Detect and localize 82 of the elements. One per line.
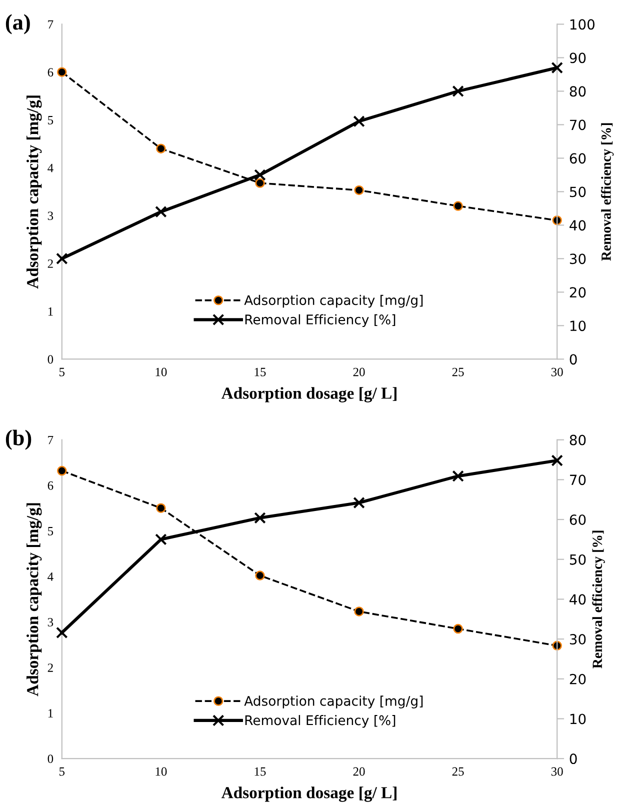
x-tick-label: 10 — [156, 767, 167, 776]
y2-tick-label: 0 — [570, 354, 577, 365]
legend-label: Removal Efficiency [%] — [245, 715, 396, 728]
point — [254, 512, 266, 524]
y-tick-label: 0 — [48, 754, 54, 764]
y-tick-label: 4 — [48, 164, 54, 172]
y-tick-label: 1 — [48, 307, 53, 316]
y-tick-label: 3 — [48, 618, 54, 626]
point — [551, 62, 564, 74]
x-tick-label: 30 — [551, 767, 563, 776]
point — [353, 496, 365, 509]
y-tick-label: 6 — [48, 481, 54, 490]
y-tick-label: 1 — [48, 709, 53, 718]
point — [56, 626, 68, 639]
y-axis-title: Adsorption capacity [mg/g] — [26, 96, 42, 289]
legend-label: Removal Efficiency [%] — [245, 314, 396, 328]
x-tick-label: 20 — [353, 767, 365, 776]
x-tick-label: 30 — [551, 368, 563, 376]
y-tick-label: 6 — [48, 68, 54, 77]
legend-label: Adsorption capacity [mg/g] — [244, 696, 423, 708]
y2-tick-label: 30 — [570, 634, 586, 645]
chart-title: (b) — [6, 430, 32, 450]
y2-tick-label: 50 — [570, 554, 586, 565]
point — [156, 144, 166, 154]
point — [254, 169, 266, 181]
x-tick-label: 25 — [452, 368, 464, 376]
x-tick-label: 15 — [254, 368, 266, 376]
point — [57, 466, 67, 476]
y2-tick-label: 90 — [570, 52, 586, 64]
x-tick-label: 20 — [353, 368, 365, 376]
point — [354, 606, 364, 616]
point — [353, 115, 365, 128]
y-tick-label: 7 — [48, 436, 54, 444]
y-tick-label: 5 — [48, 116, 54, 124]
y2-tick-label: 60 — [570, 514, 586, 525]
point — [452, 470, 464, 482]
y2-tick-label: 20 — [570, 287, 586, 298]
point — [57, 67, 67, 77]
y-axis-title: Adsorption capacity [mg/g] — [26, 503, 42, 696]
point — [452, 85, 464, 98]
y2-tick-label: 80 — [570, 434, 586, 446]
point — [453, 201, 463, 211]
y-tick-label: 0 — [48, 355, 54, 364]
y2-axis-title: Removal efficiency [%] — [592, 530, 605, 668]
chart-title: (a) — [6, 14, 30, 34]
point — [255, 570, 265, 580]
y2-tick-label: 100 — [570, 19, 594, 30]
y-tick-label: 4 — [48, 572, 54, 581]
y2-tick-label: 70 — [570, 120, 586, 130]
point — [156, 503, 166, 513]
y2-tick-label: 30 — [570, 254, 586, 264]
point — [551, 454, 564, 466]
y2-axis-title: Removal efficiency [%] — [600, 123, 614, 261]
y-tick-label: 2 — [48, 664, 53, 672]
y2-tick-label: 0 — [570, 754, 577, 764]
y2-tick-label: 60 — [570, 153, 586, 164]
point — [354, 185, 364, 196]
point — [56, 252, 68, 265]
y2-tick-label: 10 — [570, 714, 586, 724]
x-axis-title: Adsorption dosage [g/ L] — [221, 387, 396, 402]
point — [155, 206, 167, 218]
y-tick-label: 7 — [48, 20, 54, 29]
y2-tick-label: 80 — [570, 86, 586, 97]
y-tick-label: 5 — [48, 527, 54, 536]
point — [255, 178, 265, 188]
y-tick-label: 2 — [48, 259, 53, 268]
y-tick-label: 3 — [48, 212, 54, 220]
point — [155, 534, 167, 546]
x-tick-label: 5 — [60, 368, 65, 376]
x-tick-label: 5 — [60, 767, 65, 776]
x-tick-label: 15 — [254, 767, 266, 776]
point — [453, 624, 463, 634]
y2-tick-label: 40 — [570, 220, 586, 231]
y2-tick-label: 40 — [570, 594, 586, 605]
legend-label: Adsorption capacity [mg/g] — [244, 294, 423, 308]
x-tick-label: 10 — [156, 368, 167, 376]
x-tick-label: 25 — [452, 767, 464, 776]
y2-tick-label: 20 — [570, 674, 586, 684]
y2-tick-label: 10 — [570, 320, 586, 332]
x-axis-title: Adsorption dosage [g/ L] — [221, 786, 396, 802]
y2-tick-label: 50 — [570, 186, 586, 198]
y2-tick-label: 70 — [570, 474, 586, 486]
